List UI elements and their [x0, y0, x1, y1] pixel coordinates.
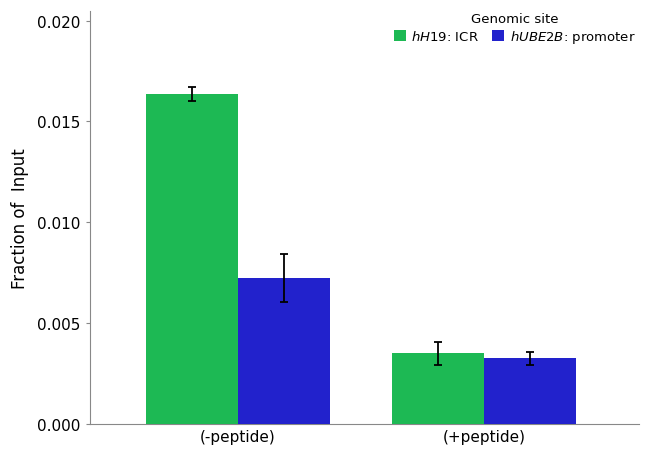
Bar [393, 354, 484, 424]
Bar [484, 359, 577, 424]
Bar [146, 95, 238, 424]
Y-axis label: Fraction of  Input: Fraction of Input [11, 147, 29, 288]
Bar [238, 278, 330, 424]
Legend: $\it{hH19}$: ICR, $\it{hUBE2B}$: promoter: $\it{hH19}$: ICR, $\it{hUBE2B}$: promote… [391, 10, 638, 48]
